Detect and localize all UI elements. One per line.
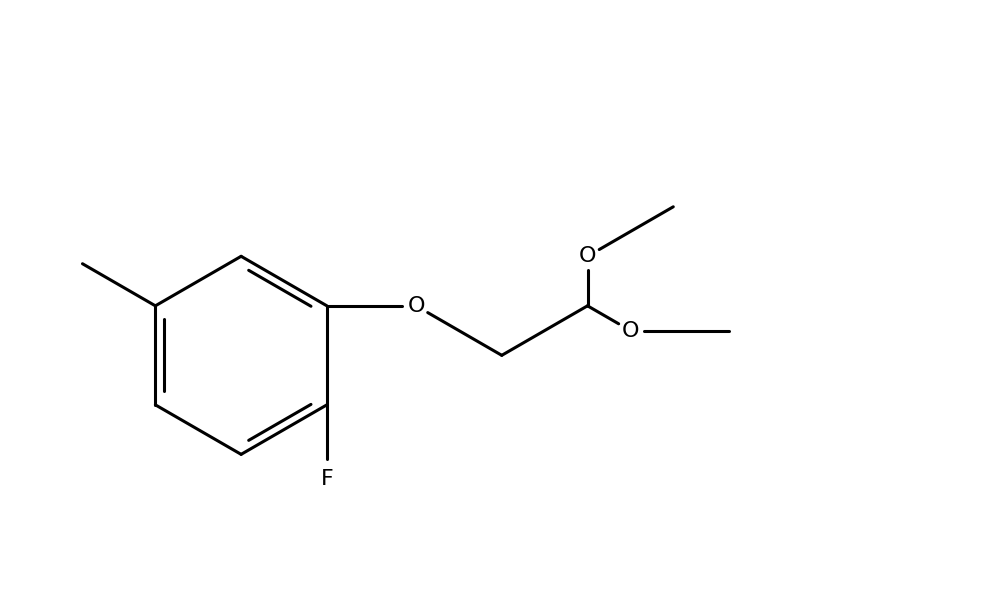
Text: O: O [407,296,425,316]
Text: O: O [579,246,596,266]
Text: F: F [321,469,334,489]
Text: O: O [622,321,639,340]
